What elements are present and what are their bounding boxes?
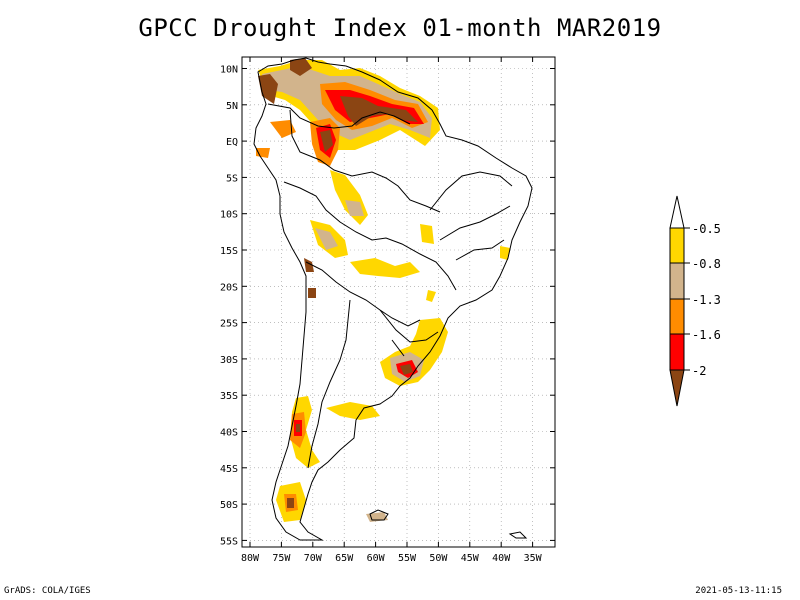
- country-borders: [253, 57, 533, 541]
- footer-credit: GrADS: COLA/IGES: [4, 586, 91, 596]
- colorbar-bin-orange: [669, 298, 685, 335]
- colorbar-bin-yellow: [669, 227, 685, 264]
- lat-label: 50S: [220, 500, 238, 511]
- lat-label: 10N: [220, 65, 238, 76]
- footer-timestamp: 2021-05-13-11:15: [695, 586, 782, 596]
- colorbar-label: -2: [692, 364, 706, 378]
- colorbar-bottom-arrow: [669, 369, 685, 407]
- lon-label: 75W: [272, 553, 291, 564]
- longitude-labels: 80W 75W 70W 65W 60W 55W 50W 45W 40W 35W: [241, 553, 543, 564]
- lat-label: 15S: [220, 246, 238, 257]
- lat-label: 25S: [220, 319, 238, 330]
- lon-label: 60W: [367, 553, 386, 564]
- latitude-labels: 10N 5N EQ 5S 10S 15S 20S 25S 30S 35S 40S 45S 50S 55S: [220, 65, 238, 548]
- colorbar-top-arrow: [669, 195, 685, 229]
- colorbar-labels: -0.5 -0.8 -1.3 -1.6 -2: [692, 222, 721, 378]
- colorbar-label: -0.8: [692, 257, 721, 271]
- lon-label: 40W: [492, 553, 511, 564]
- colorbar-label: -0.5: [692, 222, 721, 236]
- drought-shading: [256, 58, 510, 522]
- lat-label: 35S: [220, 391, 238, 402]
- colorbar-label: -1.6: [692, 328, 721, 342]
- colorbar-label: -1.3: [692, 293, 721, 307]
- colorbar-bin-tan: [669, 262, 685, 300]
- lon-label: 55W: [398, 553, 417, 564]
- lat-label: EQ: [226, 137, 238, 148]
- lat-label: 10S: [220, 210, 238, 221]
- lat-label: 45S: [220, 464, 238, 475]
- axis-ticks: [242, 57, 555, 547]
- lat-label: 20S: [220, 282, 238, 293]
- lon-label: 80W: [241, 553, 260, 564]
- lat-label: 40S: [220, 428, 238, 439]
- lat-label: 30S: [220, 355, 238, 366]
- lat-label: 55S: [220, 536, 238, 547]
- lon-label: 45W: [461, 553, 480, 564]
- map-title: GPCC Drought Index 01-month MAR2019: [138, 14, 662, 42]
- lon-label: 50W: [429, 553, 448, 564]
- lon-label: 70W: [304, 553, 323, 564]
- lon-label: 65W: [335, 553, 354, 564]
- colorbar: [669, 195, 690, 407]
- lat-label: 5S: [226, 173, 238, 184]
- colorbar-bin-red: [669, 333, 685, 371]
- lon-label: 35W: [524, 553, 543, 564]
- lat-label: 5N: [226, 101, 238, 112]
